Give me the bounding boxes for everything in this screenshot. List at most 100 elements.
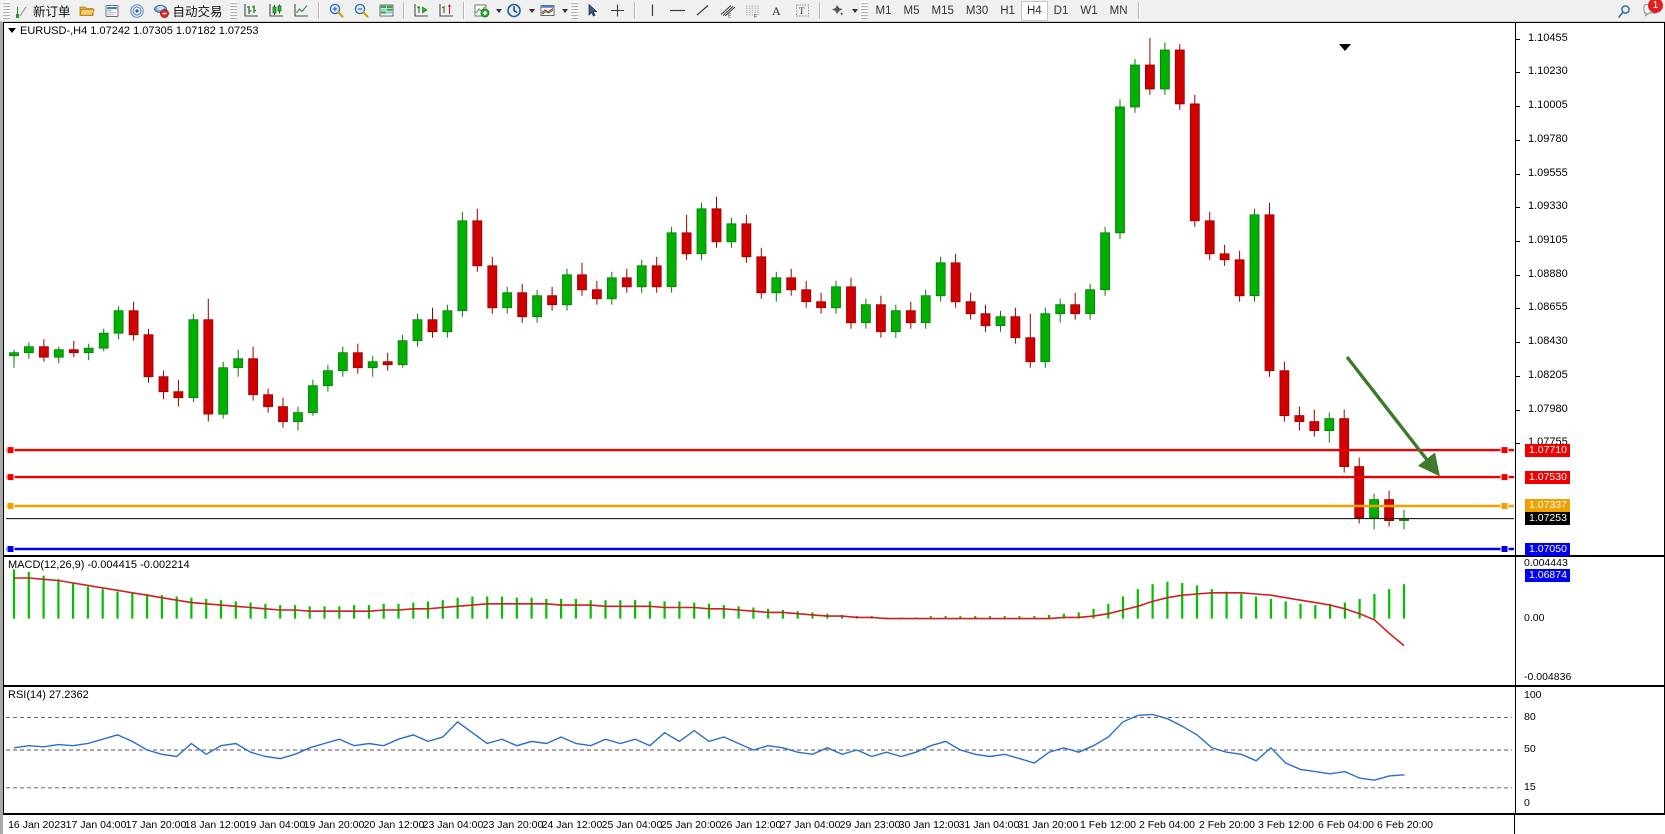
period-button[interactable] [502, 1, 527, 21]
macd-pane[interactable]: MACD(12,26,9) -0.004415 -0.002214 0.0044… [3, 556, 1665, 686]
chart-area[interactable]: EURUSD-,H4 1.07242 1.07305 1.07182 1.072… [0, 22, 1665, 834]
time-axis-label: 31 Jan 04:00 [958, 819, 1020, 831]
timeframe-h4[interactable]: H4 [1020, 0, 1048, 21]
macd-axis-label: 0.00 [1524, 612, 1545, 624]
auto-trading-button[interactable]: 自动交易 [150, 1, 227, 21]
candlestick-series [9, 38, 1409, 530]
open-data-folder-button[interactable] [75, 1, 100, 21]
zoom-out-icon [354, 3, 369, 18]
fibonacci-button[interactable]: F [740, 1, 765, 21]
time-axis-label: 17 Jan 04:00 [65, 819, 127, 831]
equidistant-channel-button[interactable]: E [715, 1, 740, 21]
grid-table-icon [379, 4, 393, 17]
toolbar-grip-4[interactable] [859, 1, 868, 20]
rsi-axis-separator [1515, 687, 1516, 813]
shapes-button[interactable] [825, 1, 850, 21]
templates-button[interactable] [535, 1, 560, 21]
new-order-button[interactable]: 新订单 [12, 1, 75, 21]
fibonacci-icon: F [745, 5, 759, 19]
time-axis-label: 27 Jan 04:00 [779, 819, 841, 831]
price-level-tag[interactable]: 1.07710 [1525, 444, 1570, 457]
toolbar-grip[interactable] [2, 1, 10, 20]
zoom-in-icon [329, 3, 344, 18]
bar-chart-button[interactable] [239, 1, 264, 21]
text-label-button[interactable]: T [790, 1, 815, 21]
auto-scroll-button[interactable] [409, 1, 434, 21]
vertical-line-button[interactable] [640, 1, 665, 21]
price-level-tag[interactable]: 1.07337 [1525, 499, 1570, 512]
time-axis: 16 Jan 2023 17 Jan 04:00 17 Jan 20:00 18 Ja… [3, 814, 1665, 834]
toolbar-grip-2[interactable] [228, 1, 237, 20]
search-button[interactable] [1611, 1, 1636, 21]
cursor-button[interactable] [580, 1, 605, 21]
toolbar-grip-3[interactable] [569, 1, 578, 20]
template-icon [540, 5, 554, 16]
time-axis-label: 31 Jan 20:00 [1017, 819, 1079, 831]
price-tick [1516, 410, 1520, 411]
rsi-series [6, 713, 1512, 789]
crosshair-button[interactable] [605, 1, 630, 21]
add-indicator-dropdown-arrow[interactable] [495, 8, 502, 13]
svg-text:E: E [728, 14, 732, 20]
time-axis-label: 6 Feb 20:00 [1376, 819, 1434, 831]
time-axis-label: 2 Feb 20:00 [1198, 819, 1256, 831]
timeframe-m1[interactable]: M1 [875, 4, 892, 17]
shapes-dropdown-arrow[interactable] [851, 8, 858, 13]
timeframe-mn[interactable]: MN [1109, 4, 1128, 17]
price-tick [1516, 207, 1520, 208]
price-axis-label: 1.07980 [1528, 403, 1568, 415]
templates-dropdown-arrow[interactable] [561, 8, 568, 13]
time-axis-label: 16 Jan 2023 [8, 819, 66, 831]
price-level-tag[interactable]: 1.07050 [1525, 543, 1570, 556]
new-order-icon [16, 6, 27, 18]
chart-dropdown-caret-icon[interactable] [8, 28, 16, 33]
time-axis-separator [1514, 815, 1515, 834]
candlestick-chart-button[interactable] [264, 1, 289, 21]
timeframe-m15[interactable]: M15 [931, 4, 954, 17]
down-trend-arrow[interactable] [1339, 323, 1599, 503]
timeframe-h1[interactable]: H1 [1000, 4, 1015, 17]
rsi-axis-label: 0 [1524, 797, 1530, 809]
price-tick [1516, 376, 1520, 377]
search-icon [1617, 4, 1630, 18]
price-level-tag[interactable]: 1.06874 [1525, 569, 1570, 582]
shapes-icon [831, 5, 843, 16]
toolbar-separator-6 [1137, 2, 1140, 19]
add-indicator-icon [474, 4, 489, 18]
timeframe-m5[interactable]: M5 [903, 4, 920, 17]
period-dropdown-arrow[interactable] [528, 8, 535, 13]
auto-scroll-icon [413, 4, 428, 17]
text-button[interactable]: A [765, 1, 790, 21]
notification-count: 1 [1648, 0, 1663, 13]
trendline-button[interactable] [690, 1, 715, 21]
rsi-axis-label: 80 [1524, 711, 1536, 723]
data-window-button[interactable] [374, 1, 399, 21]
market-watch-icon [105, 4, 119, 17]
price-chart-pane[interactable]: EURUSD-,H4 1.07242 1.07305 1.07182 1.072… [3, 22, 1665, 582]
notifications-button[interactable]: 1 [1641, 0, 1663, 21]
price-tick [1516, 106, 1520, 107]
add-indicator-button[interactable] [469, 1, 494, 21]
price-level-tag[interactable]: 1.07253 [1525, 512, 1570, 525]
toolbar-separator-3 [462, 2, 465, 19]
time-axis-label: 17 Jan 20:00 [125, 819, 187, 831]
timeframe-w1[interactable]: W1 [1080, 4, 1098, 17]
price-level-tag[interactable]: 1.07530 [1525, 471, 1570, 484]
market-watch-button[interactable] [100, 1, 125, 21]
bar-chart-icon [243, 4, 258, 17]
text-label-icon: T [795, 4, 809, 17]
timeframe-d1[interactable]: D1 [1053, 4, 1069, 17]
line-chart-button[interactable] [289, 1, 314, 21]
time-axis-label: 19 Jan 20:00 [303, 819, 365, 831]
clock-icon [506, 3, 521, 18]
zoom-in-button[interactable] [324, 1, 349, 21]
timeframe-m30[interactable]: M30 [965, 4, 989, 17]
horizontal-line-button[interactable] [665, 1, 690, 21]
chart-shift-button[interactable] [434, 1, 459, 21]
zoom-out-button[interactable] [349, 1, 374, 21]
time-axis-label: 2 Feb 04:00 [1138, 819, 1196, 831]
rsi-pane[interactable]: RSI(14) 27.2362 100 80 50 15 0 [3, 686, 1665, 814]
price-tick [1516, 275, 1520, 276]
signals-button[interactable] [125, 1, 150, 21]
folder-icon [79, 6, 95, 16]
